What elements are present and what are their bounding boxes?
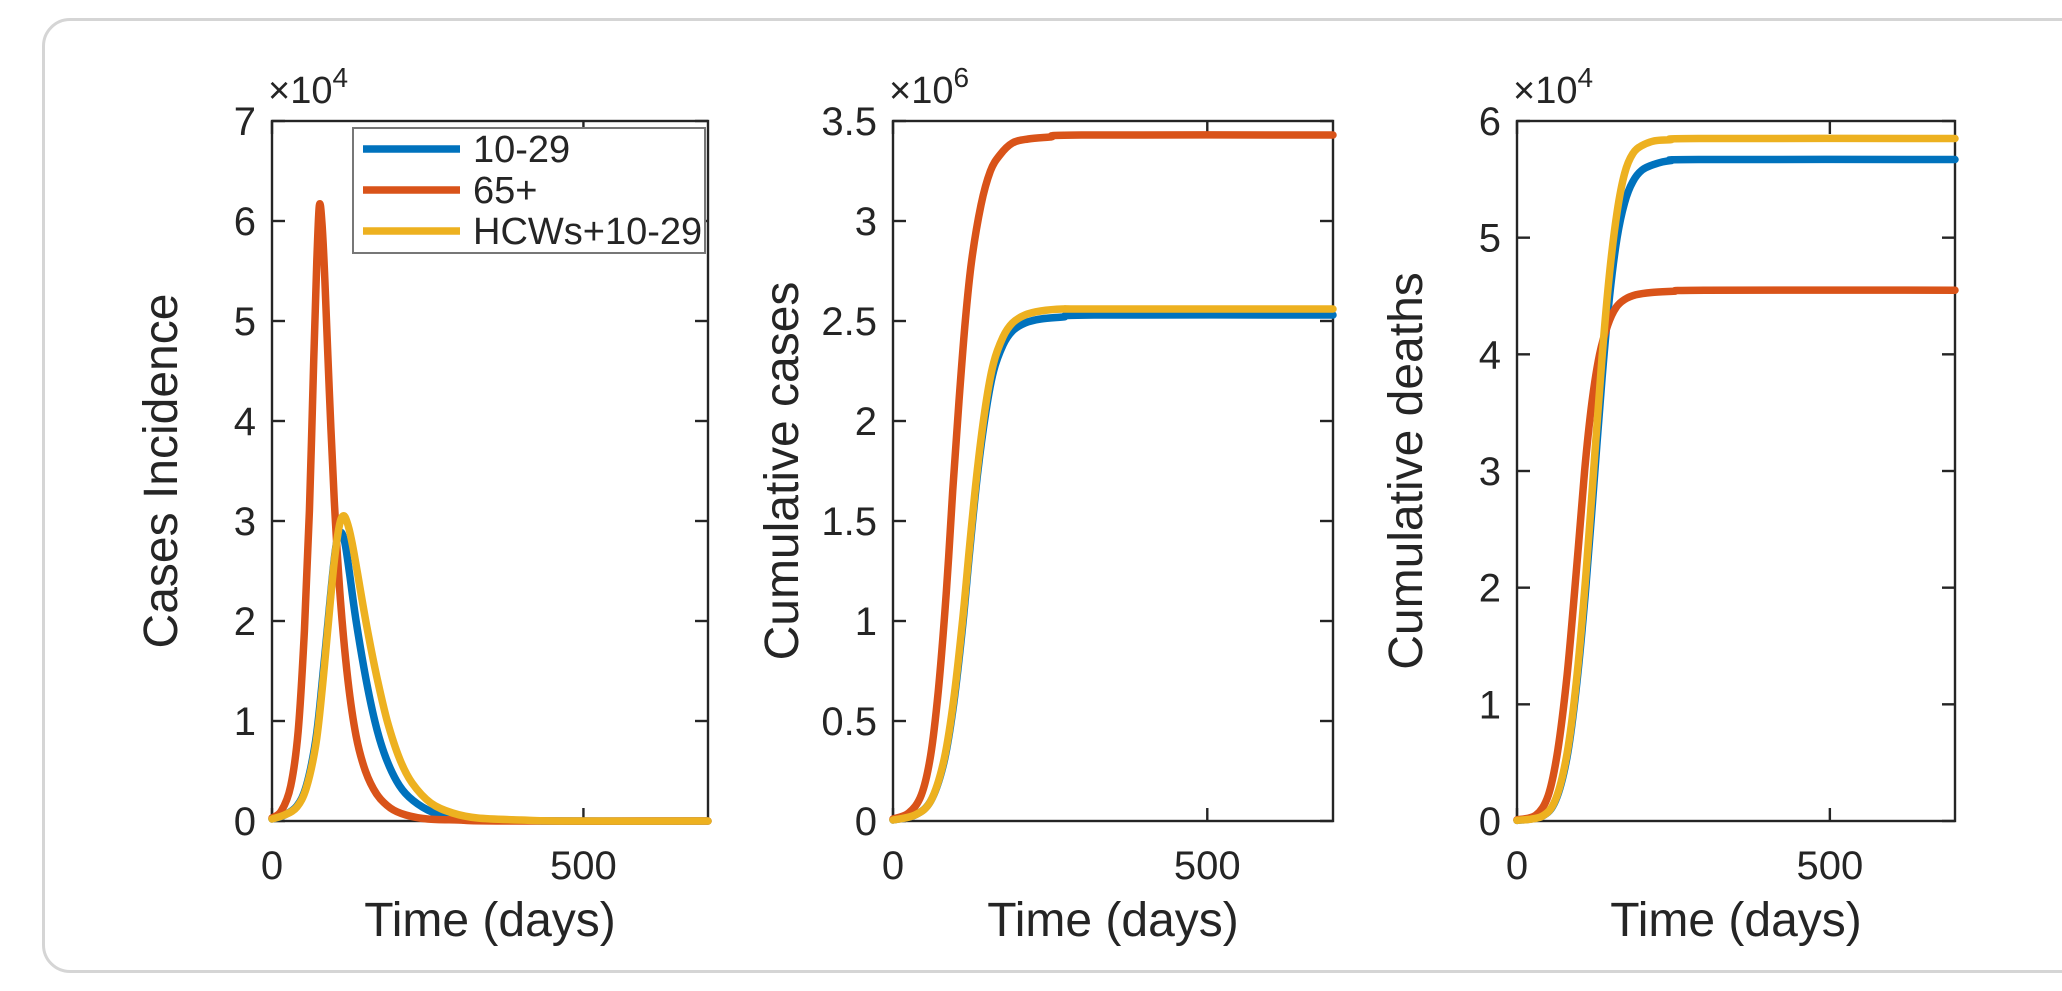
x-tick-label: 0: [261, 844, 283, 888]
y-axis-label: Cases Incidence: [135, 294, 188, 649]
y-tick-label: 0: [234, 800, 256, 844]
y-exponent-label: ×106: [889, 62, 969, 112]
series-line-hcws-10-29: [268, 512, 712, 825]
y-exponent-label: ×104: [1513, 62, 1593, 112]
x-axis-label: Time (days): [1610, 894, 1862, 947]
y-tick-label: 5: [234, 300, 256, 344]
x-tick-label: 500: [550, 844, 617, 888]
y-tick-label: 3: [1479, 450, 1501, 494]
y-tick-label: 1: [855, 600, 877, 644]
panel-cases-incidence: 0 1 2 3 4 5 6 7 0 500 ×104 Cases Incidence Time (day…: [135, 62, 712, 947]
panel-cumulative-cases: 0 0.5 1 1.5 2 2.5 3 3.5 0 500 ×106 Cumulative cases…: [756, 62, 1337, 947]
x-tick-label: 500: [1174, 844, 1241, 888]
y-tick-label: 2.5: [821, 300, 877, 344]
y-tick-label: 0.5: [821, 700, 877, 744]
legend-label-10-29: 10-29: [473, 129, 570, 171]
x-tick-label: 0: [882, 844, 904, 888]
series-line-65-: [889, 131, 1337, 823]
y-axis-label: Cumulative cases: [756, 282, 809, 661]
y-tick-label: 0: [855, 800, 877, 844]
y-tick-label: 1: [234, 700, 256, 744]
y-tick-label: 3: [234, 500, 256, 544]
y-tick-label: 1: [1479, 683, 1501, 727]
figure-card: 0 1 2 3 4 5 6 7 0 500 ×104 Cases Incidence Time (day…: [40, 16, 2062, 975]
y-tick-label: 2: [234, 600, 256, 644]
legend-label-65-: 65+: [473, 170, 537, 212]
series-line-hcws-10-29: [1513, 134, 1959, 825]
y-tick-label: 3: [855, 200, 877, 244]
y-tick-label: 7: [234, 100, 256, 144]
x-axis-label: Time (days): [364, 894, 616, 947]
y-tick-label: 0: [1479, 800, 1501, 844]
x-tick-label: 0: [1506, 844, 1528, 888]
series-line-65-: [268, 200, 712, 825]
y-tick-label: 6: [234, 200, 256, 244]
y-tick-label: 6: [1479, 100, 1501, 144]
legend-label-hcws-10-29: HCWs+10-29: [473, 211, 702, 253]
y-exponent-label: ×104: [268, 62, 348, 112]
plot-border: [891, 119, 1335, 823]
y-tick-label: 4: [234, 400, 256, 444]
series-line-hcws-10-29: [889, 305, 1337, 824]
y-tick-label: 2: [855, 400, 877, 444]
panel-cumulative-deaths: 0 1 2 3 4 5 6 0 500 ×104 Cumulative deaths Time (da…: [1380, 62, 1959, 947]
x-axis-label: Time (days): [987, 894, 1239, 947]
y-tick-label: 1.5: [821, 500, 877, 544]
y-axis-label: Cumulative deaths: [1380, 272, 1433, 670]
y-tick-label: 4: [1479, 333, 1501, 377]
y-tick-label: 5: [1479, 217, 1501, 261]
y-tick-label: 3.5: [821, 100, 877, 144]
y-tick-label: 2: [1479, 567, 1501, 611]
x-tick-label: 500: [1796, 844, 1863, 888]
